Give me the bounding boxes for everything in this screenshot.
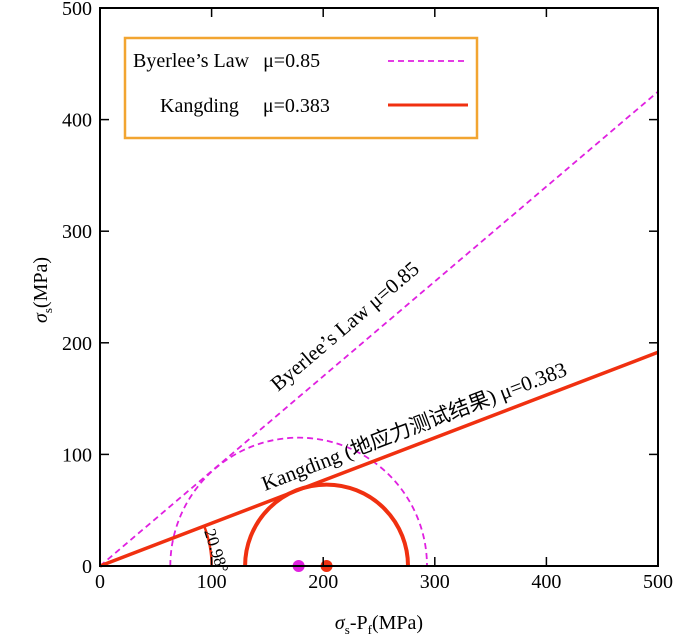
y-tick-label-0: 0 [82,556,92,578]
x-tick-label-1: 100 [197,571,227,593]
x-axis-title-sub: s [345,622,350,636]
legend-box [123,36,479,140]
x-tick-label-4: 400 [531,571,561,593]
legend-kangding-name: Kangding [160,95,239,117]
mohr-circle-0 [169,436,428,567]
y-tick-label-1: 100 [62,444,92,466]
x-axis-title: σs-Pf(MPa) [335,612,423,636]
legend-byerlee-mu: μ=0.85 [263,50,320,72]
kangding-line-label: Kangding (地应力测试结果) μ=0.383 [258,357,570,496]
legend-byerlee-name: Byerlee’s Law [133,50,250,72]
series-line-0 [99,91,659,567]
legend-entry-kangding: Kangding μ=0.383 [160,95,330,117]
x-tick-label-3: 300 [420,571,450,593]
y-axis-title-unit: (MPa) [30,257,52,308]
plot-frame [99,7,659,567]
mohr-circle-1 [243,482,411,567]
x-axis-title-sub2: f [368,622,373,636]
y-tick-label-4: 400 [62,110,92,132]
y-tick-label-3: 300 [62,221,92,243]
y-axis-title-sub: s [40,308,55,313]
x-axis-title-main: σ [335,612,346,634]
x-axis-title-unit: (MPa) [372,612,423,634]
x-tick-label-2: 200 [308,571,338,593]
x-tick-label-5: 500 [643,571,673,593]
axes: 0 100 200 300 400 500 0 100 200 300 400 500 [62,0,673,593]
legend-entry-byerlee: Byerlee’s Law μ=0.85 [133,50,320,72]
y-tick-label-5: 500 [62,0,92,20]
legend-kangding-mu: μ=0.383 [263,95,330,117]
x-tick-label-0: 0 [95,571,105,593]
series-line-1 [99,350,659,568]
byerlee-line-label: Byerlee’s Law μ=0.85 [266,256,424,395]
x-axis-title-mid: -P [350,612,368,634]
angle-label: 20.98° [200,526,232,575]
legend: Byerlee’s Law μ=0.85 Kangding μ=0.383 [123,36,479,140]
plot-marks [99,91,659,572]
y-axis-title: σs(MPa) [30,257,55,323]
y-axis-title-main: σ [30,312,52,323]
y-tick-label-2: 200 [62,333,92,355]
